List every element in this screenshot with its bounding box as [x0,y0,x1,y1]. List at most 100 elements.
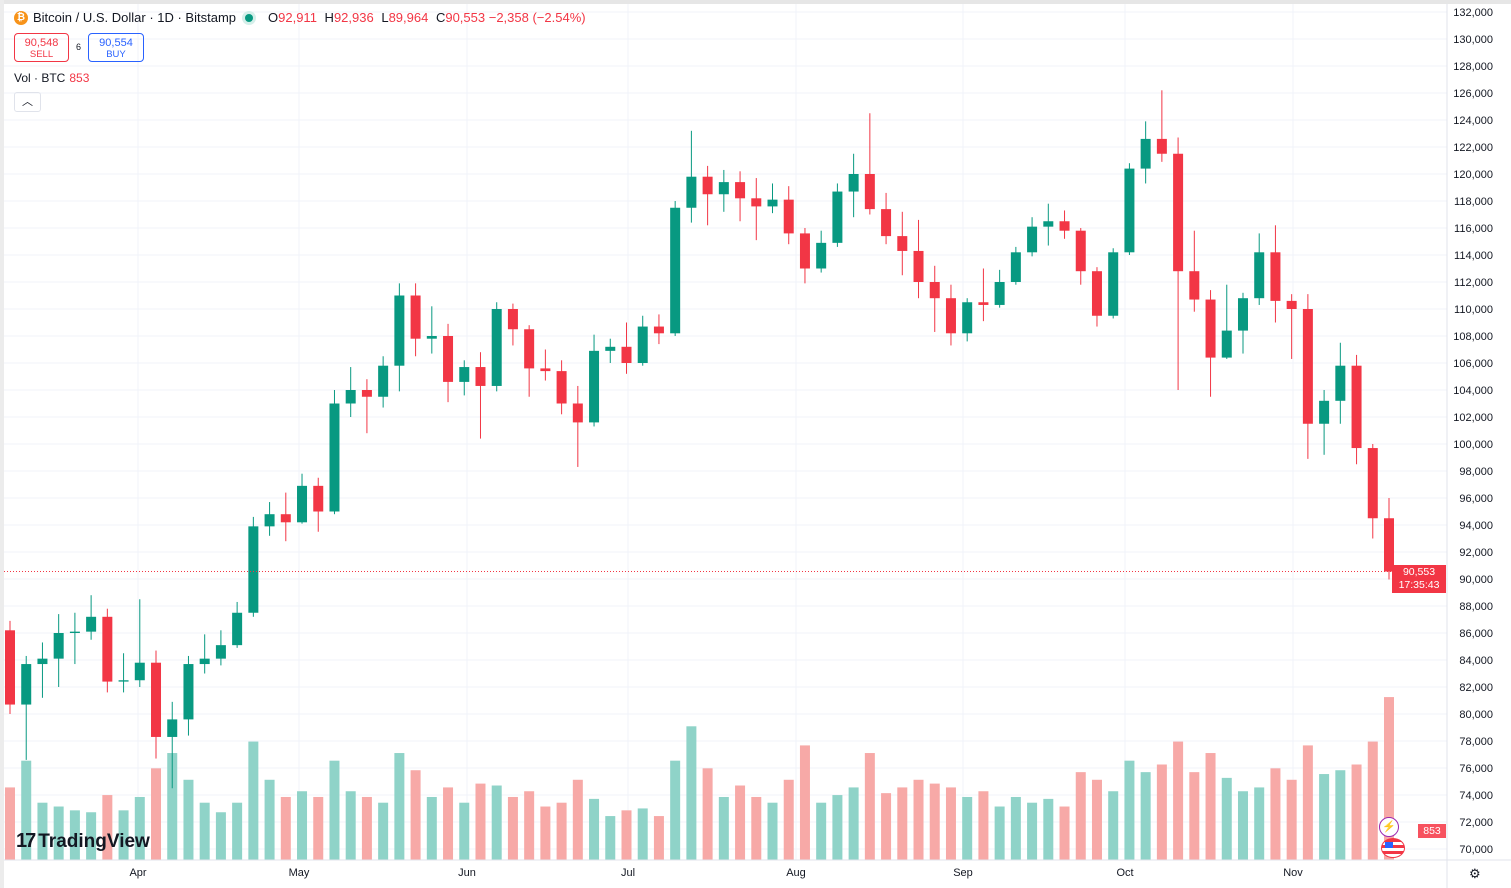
candle-body[interactable] [1043,221,1054,227]
candle-body[interactable] [897,236,908,251]
y-tick-label: 74,000 [1459,790,1493,802]
candle-body[interactable] [264,514,275,527]
candle-body[interactable] [297,485,308,523]
candle-body[interactable] [605,346,616,351]
candle-body[interactable] [151,662,162,737]
candle-body[interactable] [1075,230,1086,272]
candle-body[interactable] [1140,138,1151,169]
candle-body[interactable] [313,485,324,512]
candle-body[interactable] [1367,448,1378,519]
lightning-icon[interactable]: ⚡ [1379,817,1399,837]
candle-body[interactable] [378,365,389,397]
candle-body[interactable] [1221,330,1232,358]
volume-bar [1091,779,1102,860]
candle-body[interactable] [443,336,454,382]
candle-body[interactable] [1124,168,1135,253]
candle-body[interactable] [670,207,681,334]
candle-body[interactable] [1027,226,1038,253]
candle-body[interactable] [1205,299,1216,358]
candle-body[interactable] [978,302,989,305]
candle-body[interactable] [1335,365,1346,401]
candle-body[interactable] [994,282,1005,305]
candle-body[interactable] [1270,252,1281,301]
candle-body[interactable] [751,198,762,207]
candle-body[interactable] [1351,365,1362,449]
candle-body[interactable] [686,176,697,208]
candle-body[interactable] [345,390,356,404]
candle-body[interactable] [134,662,145,681]
candle-body[interactable] [5,630,15,705]
candle-body[interactable] [459,367,470,382]
us-flag-icon[interactable] [1381,838,1405,858]
candle-body[interactable] [280,514,291,523]
candle-body[interactable] [702,176,713,195]
candle-body[interactable] [183,664,194,720]
candle-body[interactable] [329,403,340,512]
candle-body[interactable] [556,371,567,404]
y-tick-label: 94,000 [1459,520,1493,532]
candle-body[interactable] [102,616,113,682]
tradingview-logo[interactable]: 17 TradingView [16,830,150,853]
settings-gear-icon[interactable]: ⚙ [1469,866,1481,881]
candle-body[interactable] [572,403,583,423]
candle-body[interactable] [1302,309,1313,424]
candle-body[interactable] [1156,138,1167,154]
candle-body[interactable] [913,250,924,282]
candle-body[interactable] [1319,400,1330,424]
candle-body[interactable] [1010,252,1021,282]
candle-body[interactable] [1189,271,1200,300]
candle-body[interactable] [881,209,892,237]
candle-body[interactable] [1108,252,1119,316]
candle-body[interactable] [945,298,956,334]
candle-body[interactable] [653,326,664,334]
candle-body[interactable] [21,664,32,705]
buy-button[interactable]: 90,554 BUY [88,33,144,62]
candle-body[interactable] [394,295,405,366]
candle-body[interactable] [540,368,551,372]
candle-body[interactable] [507,309,518,330]
candle-body[interactable] [848,174,859,192]
candle-body[interactable] [361,390,372,397]
candle-body[interactable] [167,719,178,737]
candle-body[interactable] [929,282,940,299]
candle-body[interactable] [475,367,486,386]
candle-body[interactable] [215,645,226,659]
candle-body[interactable] [1254,252,1265,299]
candle-body[interactable] [718,182,729,195]
candle-body[interactable] [86,616,97,632]
candle-body[interactable] [1173,153,1184,272]
candle-body[interactable] [69,631,80,633]
candle-body[interactable] [1091,271,1102,316]
collapse-legend-button[interactable]: ︿ [14,92,41,112]
candle-body[interactable] [767,199,778,207]
candle-body[interactable] [1384,518,1394,572]
candle-body[interactable] [637,326,648,363]
candle-body[interactable] [962,302,973,334]
candle-body[interactable] [832,191,843,243]
candle-body[interactable] [816,242,827,269]
symbol-title[interactable]: Bitcoin / U.S. Dollar · 1D · Bitstamp [33,10,236,25]
candle-body[interactable] [53,633,64,659]
candle-body[interactable] [735,182,746,199]
candle-body[interactable] [248,526,259,613]
candle-body[interactable] [621,346,632,363]
sell-button[interactable]: 90,548 SELL [14,33,69,62]
last-price-tag: 90,553 17:35:43 [1392,564,1446,593]
candle-body[interactable] [1286,300,1297,309]
candle-body[interactable] [1237,298,1248,331]
candle-body[interactable] [232,612,243,646]
candle-body[interactable] [410,295,421,339]
candle-body[interactable] [799,233,810,269]
candle-body[interactable] [426,336,437,339]
candle-body[interactable] [199,658,210,665]
candle-body[interactable] [524,329,535,369]
candle-body[interactable] [1059,221,1070,231]
candle-body[interactable] [589,350,600,423]
candle-body[interactable] [864,174,875,210]
candle-body[interactable] [491,309,502,386]
candle-body[interactable] [783,199,794,234]
volume-bar [670,760,681,860]
candle-body[interactable] [118,680,129,682]
candle-body[interactable] [37,658,48,665]
